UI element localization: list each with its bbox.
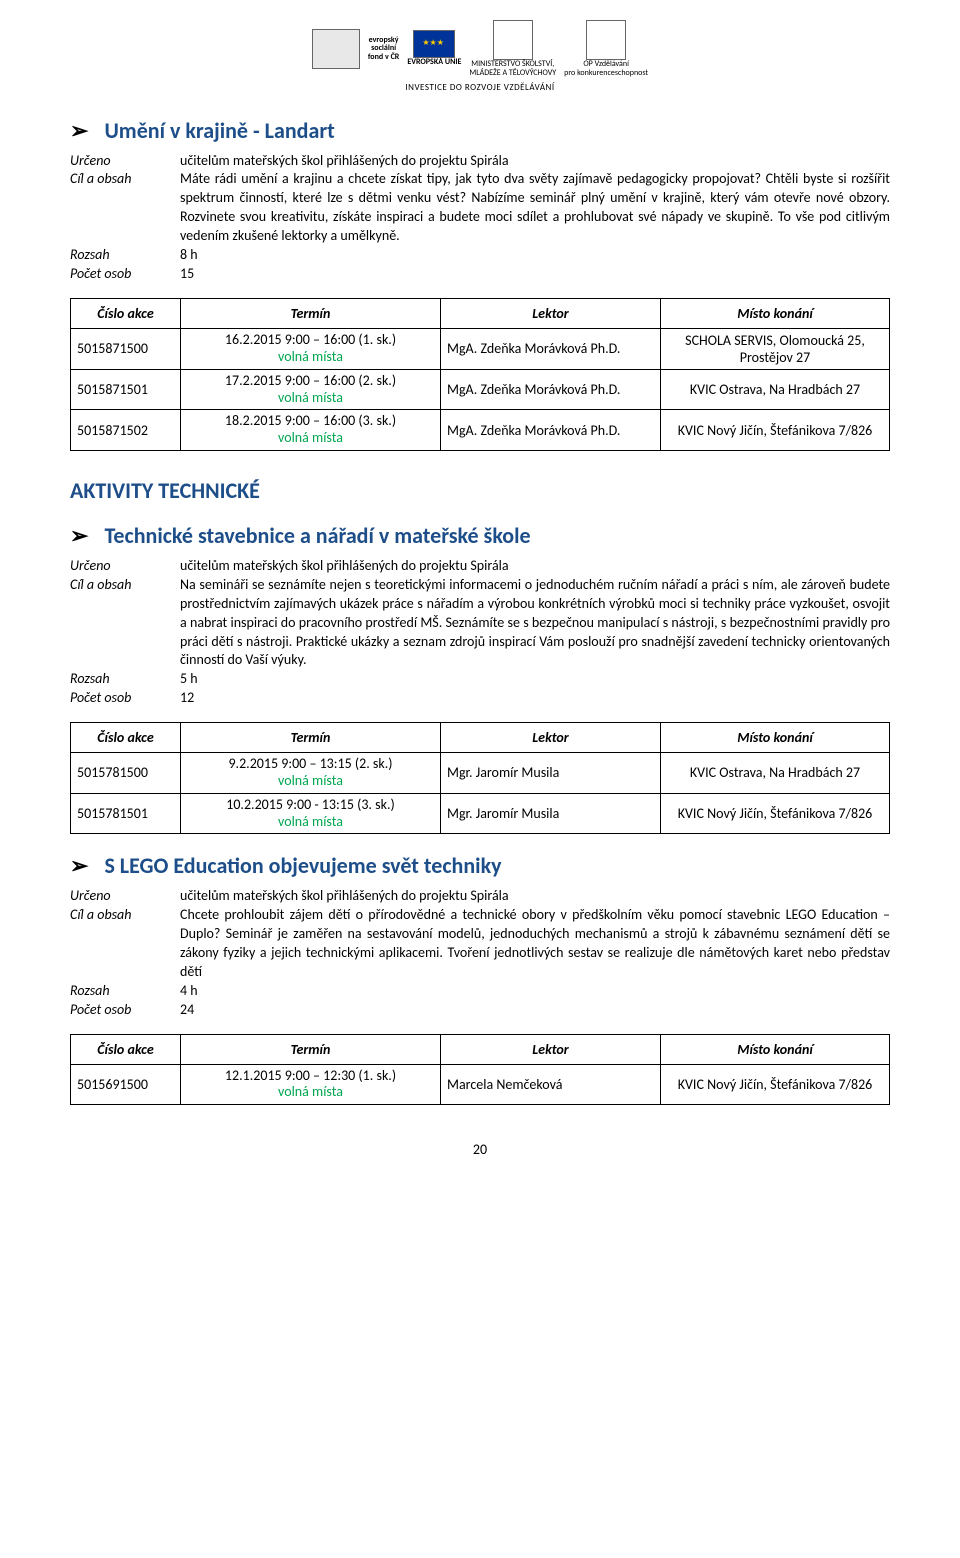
section1-table: Číslo akce Termín Lektor Místo konání 50… bbox=[70, 298, 890, 451]
table-row: 501587150117.2.2015 9:00 – 16:00 (2. sk.… bbox=[71, 369, 890, 410]
th-term: Termín bbox=[181, 723, 441, 753]
th-place: Místo konání bbox=[661, 1034, 890, 1064]
cell-lector: Marcela Nemčeková bbox=[441, 1064, 661, 1105]
cell-place: KVIC Nový Jičín, Štefánikova 7/826 bbox=[661, 410, 890, 451]
cell-code: 5015781501 bbox=[71, 793, 181, 834]
cell-lector: MgA. Zdeňka Morávková Ph.D. bbox=[441, 369, 661, 410]
table-row: 50157815009.2.2015 9:00 – 13:15 (2. sk.)… bbox=[71, 753, 890, 794]
section2-title: Technické stavebnice a nářadí v mateřské… bbox=[104, 522, 530, 549]
eu-logo: EVROPSKÁ UNIE bbox=[407, 30, 461, 67]
cell-term: 16.2.2015 9:00 – 16:00 (1. sk.)volná mís… bbox=[181, 328, 441, 369]
cell-place: KVIC Nový Jičín, Štefánikova 7/826 bbox=[661, 793, 890, 834]
th-lector: Lektor bbox=[441, 1034, 661, 1064]
section2-pocet: 12 bbox=[180, 689, 890, 708]
cell-term: 12.1.2015 9:00 – 12:30 (1. sk.)volná mís… bbox=[181, 1064, 441, 1105]
label-pocet: Počet osob bbox=[70, 265, 180, 284]
table-row: 501587150016.2.2015 9:00 – 16:00 (1. sk.… bbox=[71, 328, 890, 369]
cell-code: 5015691500 bbox=[71, 1064, 181, 1105]
section1-urceno: učitelům mateřských škol přihlášených do… bbox=[180, 152, 890, 171]
esf-text: evropský sociální fond v ČR bbox=[368, 36, 399, 62]
cell-term: 9.2.2015 9:00 – 13:15 (2. sk.)volná míst… bbox=[181, 753, 441, 794]
th-code: Číslo akce bbox=[71, 1034, 181, 1064]
activities-technical-heading: AKTIVITY TECHNICKÉ bbox=[70, 477, 890, 504]
bullet-arrow-icon: ➢ bbox=[70, 852, 88, 879]
opvk-logo: OP Vzdělávání pro konkurenceschopnost bbox=[564, 20, 648, 78]
label-cil: Cíl a obsah bbox=[70, 906, 180, 982]
section3-table: Číslo akce Termín Lektor Místo konání 50… bbox=[70, 1034, 890, 1106]
cell-lector: MgA. Zdeňka Morávková Ph.D. bbox=[441, 410, 661, 451]
msmt-logo: MINISTERSTVO ŠKOLSTVÍ, MLÁDEŽE A TĚLOVÝC… bbox=[469, 20, 556, 78]
section2-rozsah: 5 h bbox=[180, 670, 890, 689]
cell-lector: MgA. Zdeňka Morávková Ph.D. bbox=[441, 328, 661, 369]
th-place: Místo konání bbox=[661, 723, 890, 753]
section1-rozsah: 8 h bbox=[180, 246, 890, 265]
section3-title: S LEGO Education objevujeme svět technik… bbox=[104, 852, 501, 879]
label-cil: Cíl a obsah bbox=[70, 576, 180, 670]
header-logos: evropský sociální fond v ČR EVROPSKÁ UNI… bbox=[70, 20, 890, 78]
cell-code: 5015871501 bbox=[71, 369, 181, 410]
label-pocet: Počet osob bbox=[70, 1001, 180, 1020]
cell-term: 10.2.2015 9:00 - 13:15 (3. sk.)volná mís… bbox=[181, 793, 441, 834]
label-urceno: Určeno bbox=[70, 557, 180, 576]
label-rozsah: Rozsah bbox=[70, 982, 180, 1001]
label-urceno: Určeno bbox=[70, 152, 180, 171]
th-term: Termín bbox=[181, 298, 441, 328]
invest-text: INVESTICE DO ROZVOJE VZDĚLÁVÁNÍ bbox=[70, 82, 890, 93]
section1-pocet: 15 bbox=[180, 265, 890, 284]
table-row: 501569150012.1.2015 9:00 – 12:30 (1. sk.… bbox=[71, 1064, 890, 1105]
label-urceno: Určeno bbox=[70, 887, 180, 906]
table-row: 501587150218.2.2015 9:00 – 16:00 (3. sk.… bbox=[71, 410, 890, 451]
section2-urceno: učitelům mateřských škol přihlášených do… bbox=[180, 557, 890, 576]
bullet-arrow-icon: ➢ bbox=[70, 522, 88, 549]
section3-rozsah: 4 h bbox=[180, 982, 890, 1001]
th-place: Místo konání bbox=[661, 298, 890, 328]
cell-term: 18.2.2015 9:00 – 16:00 (3. sk.)volná mís… bbox=[181, 410, 441, 451]
cell-code: 5015871502 bbox=[71, 410, 181, 451]
label-pocet: Počet osob bbox=[70, 689, 180, 708]
section3-cil: Chcete prohloubit zájem dětí o přírodově… bbox=[180, 906, 890, 982]
cell-lector: Mgr. Jaromír Musila bbox=[441, 753, 661, 794]
label-rozsah: Rozsah bbox=[70, 246, 180, 265]
th-lector: Lektor bbox=[441, 723, 661, 753]
cell-place: SCHOLA SERVIS, Olomoucká 25, Prostějov 2… bbox=[661, 328, 890, 369]
cell-place: KVIC Nový Jičín, Štefánikova 7/826 bbox=[661, 1064, 890, 1105]
table-row: 501578150110.2.2015 9:00 - 13:15 (3. sk.… bbox=[71, 793, 890, 834]
th-term: Termín bbox=[181, 1034, 441, 1064]
cell-code: 5015871500 bbox=[71, 328, 181, 369]
section3-urceno: učitelům mateřských škol přihlášených do… bbox=[180, 887, 890, 906]
page-number: 20 bbox=[70, 1141, 890, 1158]
label-rozsah: Rozsah bbox=[70, 670, 180, 689]
section2-cil: Na semináři se seznámíte nejen s teoreti… bbox=[180, 576, 890, 670]
section1-cil: Máte rádi umění a krajinu a chcete získa… bbox=[180, 170, 890, 246]
cell-code: 5015781500 bbox=[71, 753, 181, 794]
th-code: Číslo akce bbox=[71, 298, 181, 328]
section1-title: Umění v krajině - Landart bbox=[104, 117, 334, 144]
cell-place: KVIC Ostrava, Na Hradbách 27 bbox=[661, 369, 890, 410]
cell-place: KVIC Ostrava, Na Hradbách 27 bbox=[661, 753, 890, 794]
section2-table: Číslo akce Termín Lektor Místo konání 50… bbox=[70, 722, 890, 834]
cell-term: 17.2.2015 9:00 – 16:00 (2. sk.)volná mís… bbox=[181, 369, 441, 410]
label-cil: Cíl a obsah bbox=[70, 170, 180, 246]
th-code: Číslo akce bbox=[71, 723, 181, 753]
bullet-arrow-icon: ➢ bbox=[70, 117, 88, 144]
th-lector: Lektor bbox=[441, 298, 661, 328]
section3-pocet: 24 bbox=[180, 1001, 890, 1020]
cell-lector: Mgr. Jaromír Musila bbox=[441, 793, 661, 834]
esf-logo bbox=[312, 29, 360, 69]
